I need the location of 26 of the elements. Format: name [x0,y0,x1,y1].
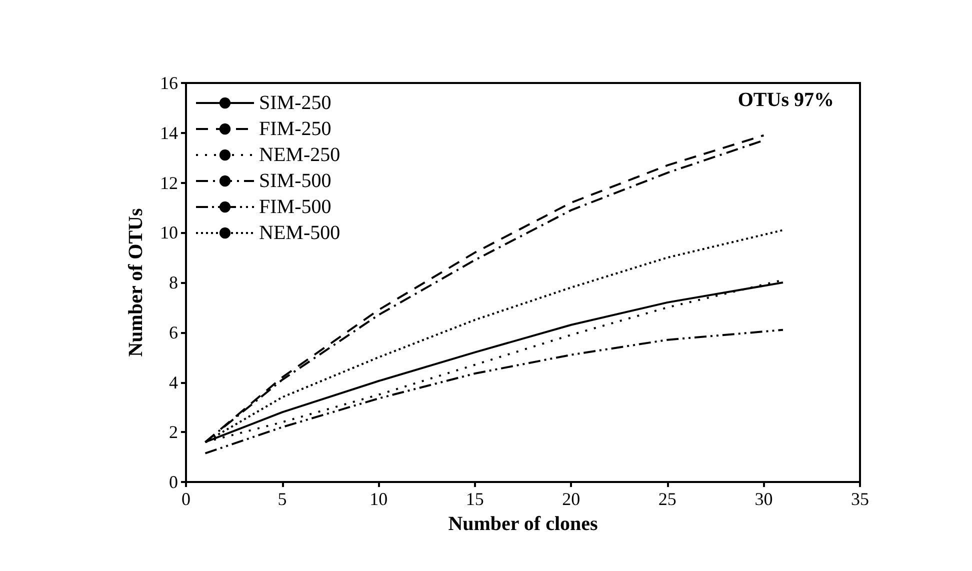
x-tick-label: 35 [851,489,869,509]
y-tick-label: 4 [169,372,178,392]
x-tick-label: 30 [754,489,773,509]
x-tick-label: 20 [562,489,580,509]
y-tick-label: 10 [160,222,178,243]
x-tick-label: 25 [658,489,676,509]
y-axis-title: Number of OTUs [125,208,147,357]
y-tick-label: 12 [160,172,178,193]
x-axis-title: Number of clones [448,513,598,535]
legend-label: SIM-500 [259,170,332,192]
annotation: OTUs 97% [738,89,834,111]
y-tick-label: 14 [160,122,178,143]
y-tick-label: 16 [160,73,178,93]
legend-label: FIM-500 [259,196,332,218]
legend-label: NEM-250 [259,144,340,166]
y-tick-label: 0 [169,472,178,492]
y-tick-label: 6 [169,322,178,342]
y-tick-label: 2 [169,422,178,442]
x-tick-label: 0 [182,489,190,509]
x-tick-label: 10 [370,489,388,509]
legend-label: NEM-500 [259,222,340,244]
x-tick-label: 15 [466,489,484,509]
y-tick-label: 8 [169,272,178,292]
x-tick-label: 5 [278,489,287,509]
legend-label: FIM-250 [259,118,332,140]
legend-label: SIM-250 [259,92,332,114]
